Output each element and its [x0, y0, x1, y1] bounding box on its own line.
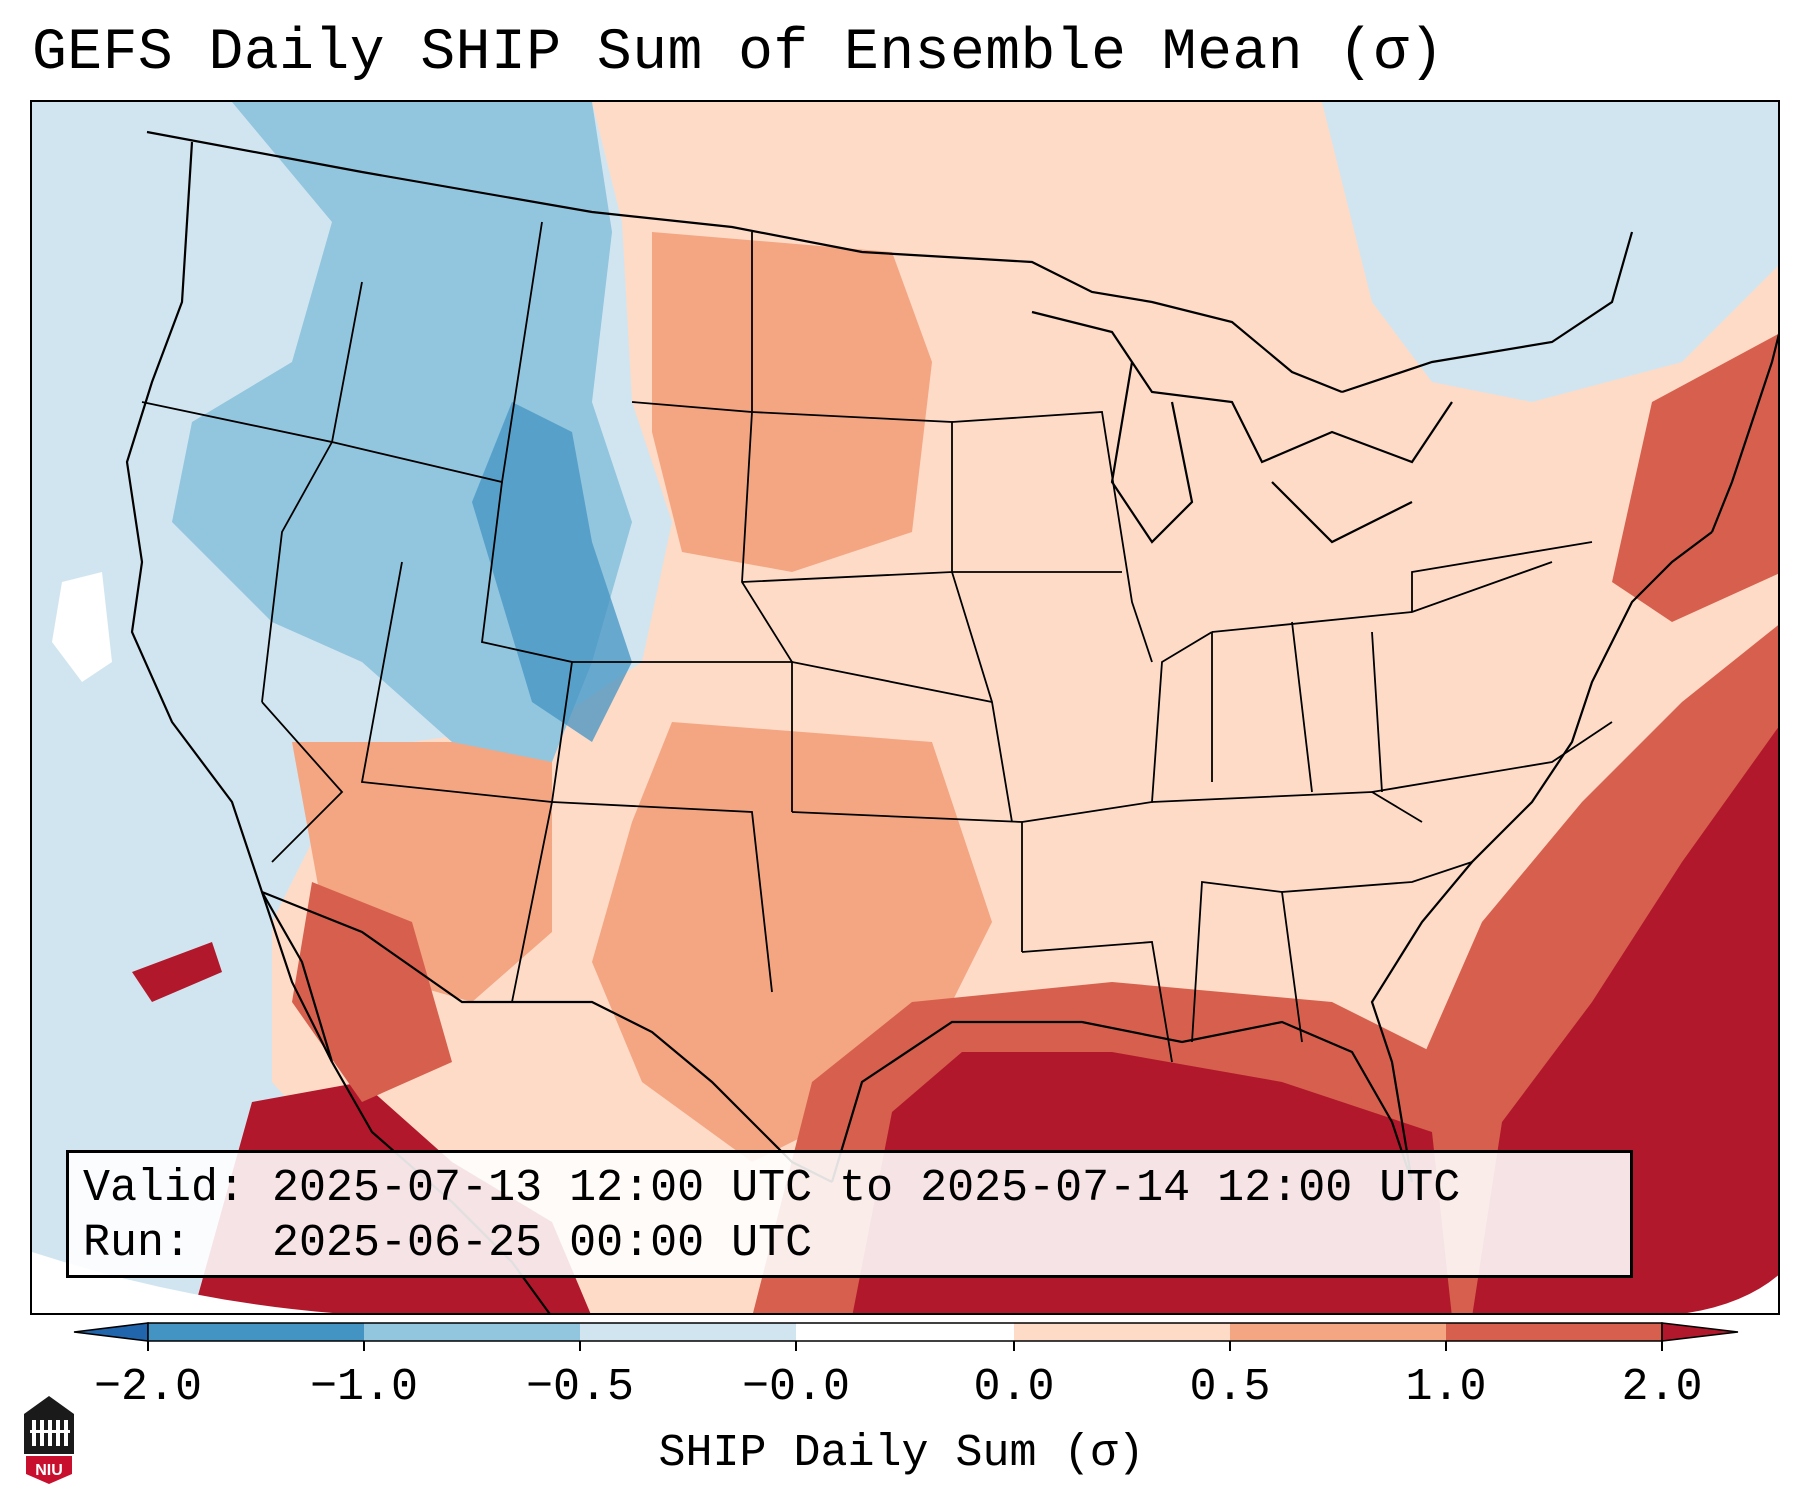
- svg-text:NIU: NIU: [35, 1462, 63, 1479]
- colorbar-bins: [73, 1322, 1739, 1342]
- ship-field-map: [32, 102, 1778, 1313]
- florida-east-coast: [1370, 531, 1713, 1183]
- field-northeast-coast: [1612, 334, 1778, 622]
- baja-peninsula: [260, 891, 333, 1063]
- new-england-coast: [1710, 333, 1778, 533]
- map-panel: [30, 100, 1780, 1315]
- field-canada-neutral: [1322, 102, 1778, 402]
- field-pacific-extreme-patch: [132, 942, 222, 1002]
- colorbar-ticks: [147, 1341, 1663, 1351]
- run-time-text: Run: 2025-06-25 00:00 UTC: [83, 1218, 813, 1269]
- map-title: GEFS Daily SHIP Sum of Ensemble Mean (σ): [32, 21, 1445, 86]
- colorbar-extend-high: [1661, 1322, 1739, 1342]
- field-plains-moderate: [652, 232, 932, 572]
- us-mexico-border: [261, 890, 833, 1183]
- niu-logo: NIU: [24, 1396, 74, 1484]
- valid-run-info-box: Valid: 2025-07-13 12:00 UTC to 2025-07-1…: [66, 1150, 1633, 1278]
- projection-edge-left: [32, 1252, 334, 1313]
- colorbar-tick-label: −0.5: [525, 1362, 635, 1413]
- colorbar-bin: [148, 1323, 364, 1341]
- colorbar-bin: [796, 1323, 1014, 1341]
- colorbar-tick-label: 1.0: [1405, 1362, 1487, 1413]
- colorbar-tick-label: −1.0: [309, 1362, 419, 1413]
- great-lakes-outline: [1031, 310, 1453, 544]
- us-canada-border: [146, 130, 1343, 394]
- gulf-coast: [830, 1020, 1414, 1183]
- colorbar-bin: [1230, 1323, 1446, 1341]
- colorbar-bin: [364, 1323, 580, 1341]
- projection-edge-right: [1686, 1275, 1778, 1313]
- colorbar-outline: [147, 1322, 1663, 1342]
- colorbar-tick-label: 0.0: [973, 1362, 1055, 1413]
- colorbar-bin: [580, 1323, 796, 1341]
- field-pacific-neutral-patch: [52, 572, 112, 682]
- colorbar-tick-label: 2.0: [1621, 1362, 1703, 1413]
- colorbar-tick-label: −2.0: [93, 1362, 203, 1413]
- state-boundaries: [141, 221, 1613, 1063]
- valid-time-text: Valid: 2025-07-13 12:00 UTC to 2025-07-1…: [83, 1163, 1461, 1214]
- political-boundaries: [125, 130, 1778, 1313]
- field-rockies-strong-negative: [472, 402, 632, 742]
- colorbar-bin: [1446, 1323, 1662, 1341]
- colorbar-bin: [1014, 1323, 1230, 1341]
- west-coast: [125, 141, 334, 1063]
- colorbar-tick-label: −0.0: [741, 1362, 851, 1413]
- colorbar-tick-label: 0.5: [1189, 1362, 1271, 1413]
- us-canada-border-east: [1341, 231, 1634, 394]
- field-baja-strong: [292, 882, 452, 1102]
- colorbar-label: SHIP Daily Sum (σ): [658, 1428, 1145, 1479]
- colorbar-extend-low: [73, 1322, 149, 1342]
